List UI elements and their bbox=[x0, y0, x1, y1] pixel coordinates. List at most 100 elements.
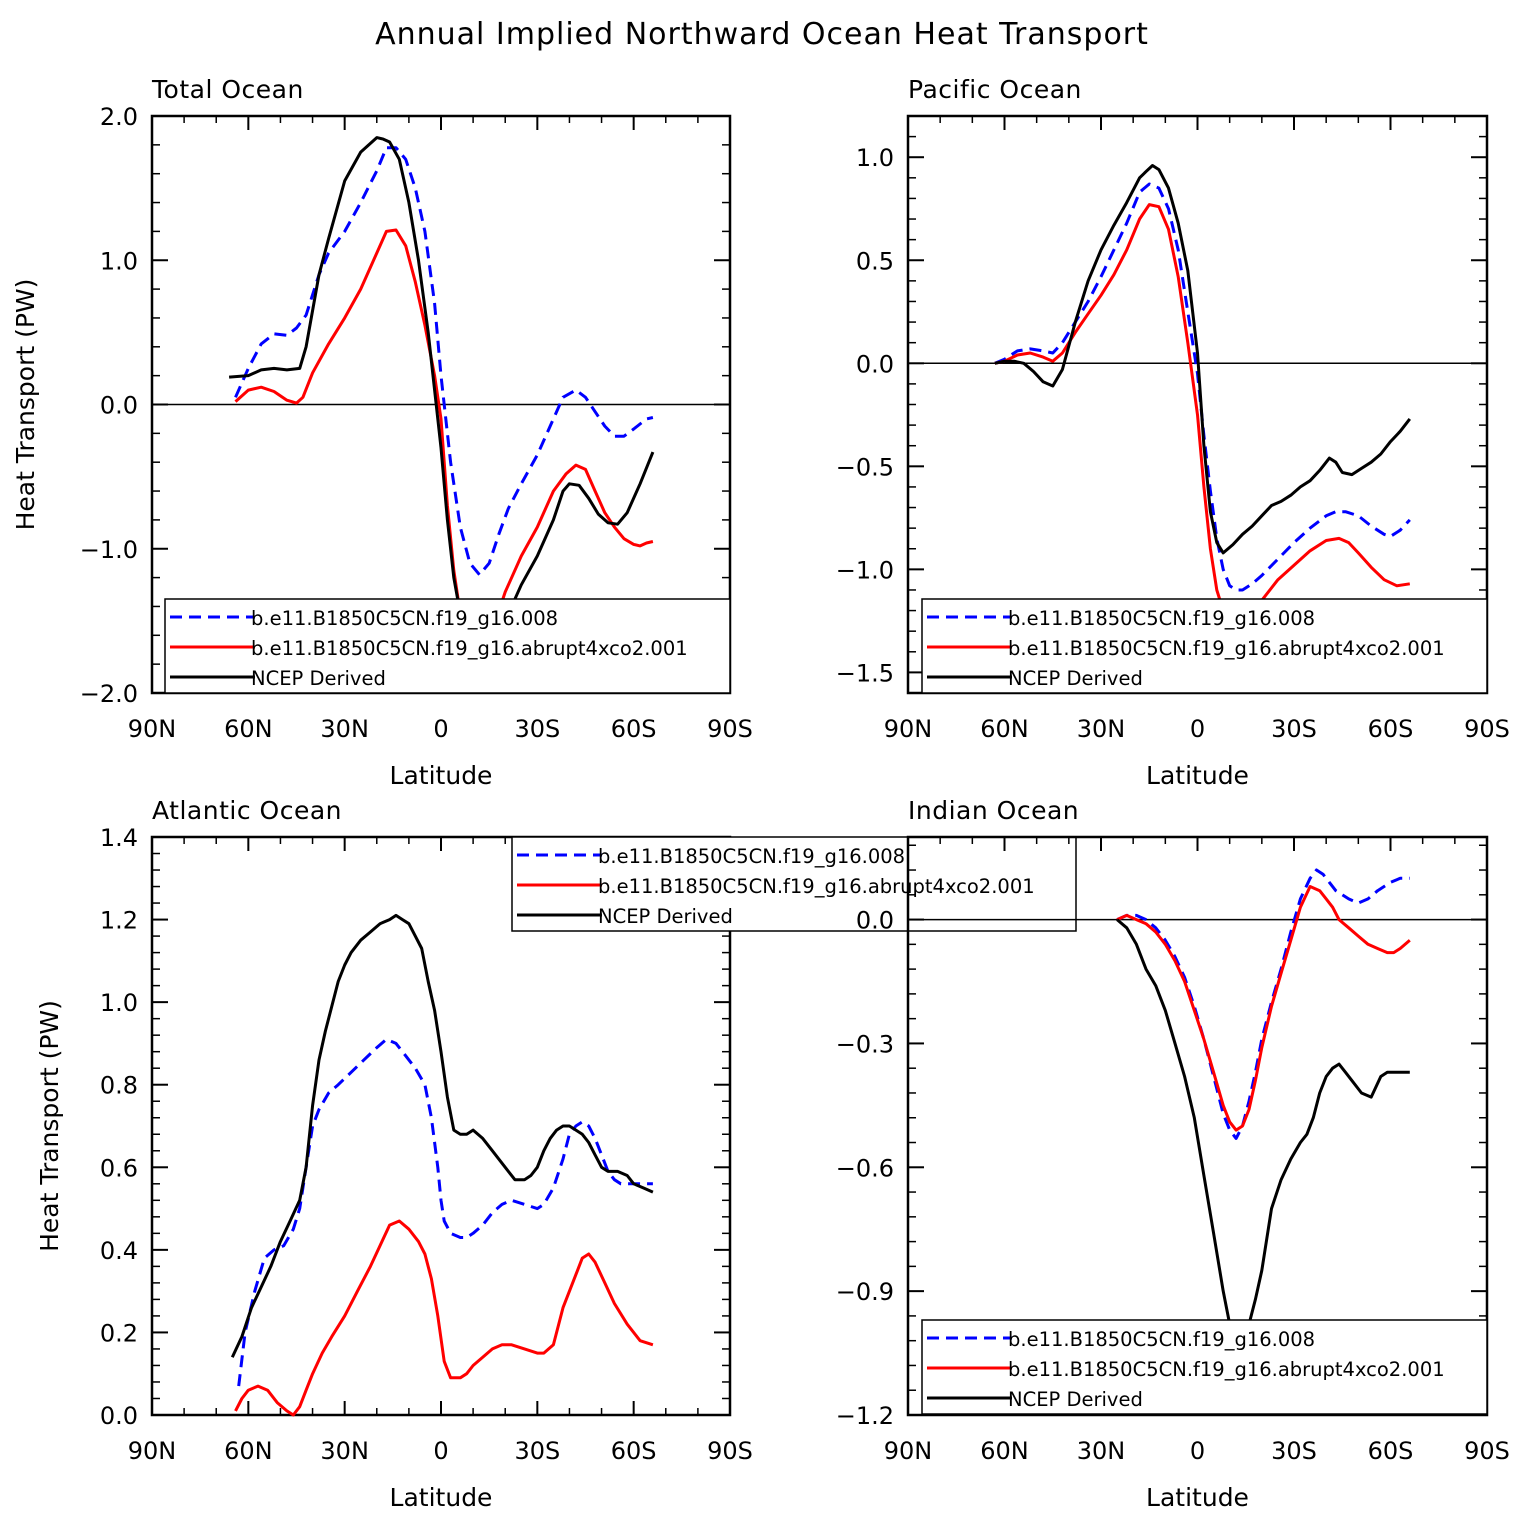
y-tick-label: 1.4 bbox=[100, 824, 138, 852]
y-tick-label: 0.4 bbox=[100, 1237, 138, 1265]
series-line-1 bbox=[234, 1219, 654, 1417]
legend-label-0: b.e11.B1850C5CN.f19_g16.008 bbox=[251, 607, 558, 630]
x-tick-label: 30N bbox=[1077, 1437, 1126, 1465]
panel-indian-ocean: Indian Ocean 90N 60N 30N 0 30S 60S 90S −1.2 −0.9 −… bbox=[836, 796, 1510, 1512]
x-tick-label: 60S bbox=[611, 715, 657, 743]
panel-title: Pacific Ocean bbox=[908, 75, 1082, 104]
x-tick-label: 90N bbox=[884, 715, 933, 743]
y-tick-label: 1.0 bbox=[100, 247, 138, 275]
x-tick-label: 60S bbox=[1368, 715, 1414, 743]
legend: b.e11.B1850C5CN.f19_g16.008 b.e11.B1850C5… bbox=[921, 1319, 1488, 1415]
legend-label-2: NCEP Derived bbox=[1008, 1388, 1143, 1411]
x-tick-label: 60N bbox=[224, 1437, 273, 1465]
figure-title: Annual Implied Northward Ocean Heat Tran… bbox=[375, 17, 1149, 52]
x-tick-label: 30N bbox=[320, 1437, 369, 1465]
x-tick-label: 90S bbox=[707, 1437, 753, 1465]
x-tick-label: 90S bbox=[1464, 1437, 1510, 1465]
series-line-0 bbox=[234, 146, 654, 577]
series-line-0 bbox=[237, 1037, 653, 1387]
y-tick-label: 0.0 bbox=[856, 907, 894, 935]
legend: b.e11.B1850C5CN.f19_g16.008 b.e11.B1850C5… bbox=[921, 598, 1488, 694]
legend-label-2: NCEP Derived bbox=[598, 905, 733, 928]
x-tick-label: 0 bbox=[433, 715, 448, 743]
y-tick-label: 0.0 bbox=[100, 392, 138, 420]
x-tick-label: 30S bbox=[1271, 715, 1317, 743]
y-axis-label: Heat Transport (PW) bbox=[35, 1000, 64, 1252]
y-tick-label: −0.6 bbox=[836, 1154, 894, 1182]
legend-box bbox=[164, 598, 731, 694]
panel-atlantic-ocean: Atlantic Ocean 90N 60N 30N 0 30S 60S 90S 0.0 0.2 0… bbox=[35, 796, 1077, 1512]
y-tick-label: 1.2 bbox=[100, 907, 138, 935]
x-tick-label: 60N bbox=[980, 715, 1029, 743]
panel-total-ocean: Total Ocean 90N 60N 30N 0 30S 60S 90S −2.0 −1.0 0.… bbox=[11, 75, 753, 790]
x-tick-label: 60S bbox=[611, 1437, 657, 1465]
y-tick-label: −2.0 bbox=[80, 680, 138, 708]
x-axis-label: Latitude bbox=[390, 1483, 493, 1512]
legend-label-1: b.e11.B1850C5CN.f19_g16.abrupt4xco2.001 bbox=[1008, 637, 1445, 660]
legend-label-0: b.e11.B1850C5CN.f19_g16.008 bbox=[1008, 1328, 1315, 1351]
legend-label-1: b.e11.B1850C5CN.f19_g16.abrupt4xco2.001 bbox=[1008, 1358, 1445, 1381]
legend-label-0: b.e11.B1850C5CN.f19_g16.008 bbox=[1008, 607, 1315, 630]
y-axis-label: Heat Transport (PW) bbox=[11, 279, 40, 531]
y-tick-label: 0.0 bbox=[856, 350, 894, 378]
panel-pacific-ocean: Pacific Ocean 90N 60N 30N 0 30S 60S 90S −1.5 −1.0… bbox=[836, 75, 1510, 790]
series-line-2 bbox=[994, 164, 1411, 555]
panel-title: Indian Ocean bbox=[908, 796, 1079, 825]
series-line-1 bbox=[234, 228, 654, 652]
series-line-0 bbox=[994, 182, 1411, 592]
x-tick-label: 30N bbox=[320, 715, 369, 743]
y-tick-label: 0.6 bbox=[100, 1154, 138, 1182]
x-tick-label: 90N bbox=[884, 1437, 933, 1465]
series-line-2 bbox=[1116, 918, 1410, 1355]
legend-label-2: NCEP Derived bbox=[1008, 667, 1143, 690]
y-tick-label: 0.2 bbox=[100, 1319, 138, 1347]
y-tick-label: −0.9 bbox=[836, 1278, 894, 1306]
x-tick-label: 30S bbox=[514, 715, 560, 743]
legend-label-1: b.e11.B1850C5CN.f19_g16.abrupt4xco2.001 bbox=[598, 875, 1035, 898]
x-tick-label: 0 bbox=[1190, 715, 1205, 743]
legend: b.e11.B1850C5CN.f19_g16.008 b.e11.B1850C5… bbox=[511, 836, 1077, 932]
y-tick-label: 1.0 bbox=[100, 989, 138, 1017]
y-tick-label: 2.0 bbox=[100, 103, 138, 131]
y-tick-label: 1.0 bbox=[856, 144, 894, 172]
x-tick-label: 90N bbox=[128, 1437, 177, 1465]
y-tick-label: −1.0 bbox=[836, 556, 894, 584]
y-tick-label: −0.3 bbox=[836, 1030, 894, 1058]
x-tick-label: 90S bbox=[1464, 715, 1510, 743]
x-axis-label: Latitude bbox=[1146, 761, 1249, 790]
x-tick-label: 90S bbox=[707, 715, 753, 743]
x-axis-label: Latitude bbox=[390, 761, 493, 790]
x-tick-label: 90N bbox=[128, 715, 177, 743]
legend-label-0: b.e11.B1850C5CN.f19_g16.008 bbox=[598, 845, 905, 868]
x-tick-label: 30N bbox=[1077, 715, 1126, 743]
panel-title: Atlantic Ocean bbox=[152, 796, 342, 825]
y-tick-label: 0.8 bbox=[100, 1072, 138, 1100]
x-tick-label: 60S bbox=[1368, 1437, 1414, 1465]
legend: b.e11.B1850C5CN.f19_g16.008 b.e11.B1850C5… bbox=[164, 598, 731, 694]
legend-box bbox=[511, 836, 1077, 932]
panel-title: Total Ocean bbox=[151, 75, 304, 104]
legend-box bbox=[921, 1319, 1488, 1415]
legend-label-1: b.e11.B1850C5CN.f19_g16.abrupt4xco2.001 bbox=[251, 637, 688, 660]
y-tick-label: 0.0 bbox=[100, 1402, 138, 1430]
x-tick-label: 0 bbox=[1190, 1437, 1205, 1465]
x-tick-label: 30S bbox=[514, 1437, 560, 1465]
y-tick-label: −1.0 bbox=[80, 536, 138, 564]
series-line-2 bbox=[230, 913, 654, 1358]
series-line-2 bbox=[228, 136, 655, 642]
x-axis-label: Latitude bbox=[1146, 1483, 1249, 1512]
series-line-0 bbox=[1116, 868, 1410, 1140]
legend-box bbox=[921, 598, 1488, 694]
x-tick-label: 0 bbox=[433, 1437, 448, 1465]
x-tick-label: 60N bbox=[980, 1437, 1029, 1465]
y-tick-label: −1.2 bbox=[836, 1402, 894, 1430]
x-tick-label: 60N bbox=[224, 715, 273, 743]
y-tick-label: −1.5 bbox=[836, 659, 894, 687]
y-tick-label: −0.5 bbox=[836, 453, 894, 481]
y-tick-label: 0.5 bbox=[856, 247, 894, 275]
x-tick-label: 30S bbox=[1271, 1437, 1317, 1465]
legend-label-2: NCEP Derived bbox=[251, 667, 386, 690]
series-line-1 bbox=[1116, 885, 1411, 1132]
series-line-1 bbox=[994, 203, 1411, 633]
